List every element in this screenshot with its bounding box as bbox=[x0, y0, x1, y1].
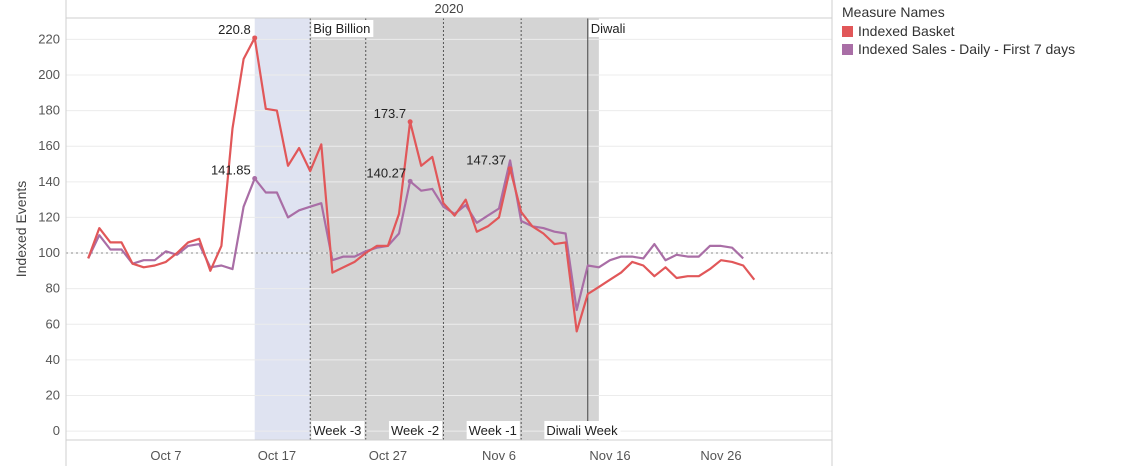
x-tick-label: Oct 17 bbox=[258, 448, 296, 463]
y-tick-label: 40 bbox=[46, 352, 60, 367]
data-point bbox=[507, 166, 513, 172]
x-tick-label: Oct 7 bbox=[150, 448, 181, 463]
y-tick-label: 140 bbox=[38, 174, 60, 189]
y-axis-label: Indexed Events bbox=[13, 181, 29, 278]
event-markers bbox=[66, 18, 832, 440]
highlight-band-1 bbox=[310, 18, 599, 440]
legend-item-basket[interactable]: Indexed Basket bbox=[842, 22, 1075, 40]
y-tick-label: 20 bbox=[46, 387, 60, 402]
y-tick-label: 160 bbox=[38, 138, 60, 153]
legend-swatch-basket bbox=[842, 25, 853, 37]
legend-title: Measure Names bbox=[842, 4, 945, 20]
week-label: Week -1 bbox=[469, 423, 517, 438]
data-label: 147.37 bbox=[466, 153, 506, 168]
x-tick-label: Nov 6 bbox=[482, 448, 516, 463]
data-point bbox=[252, 35, 258, 41]
highlight-bands bbox=[254, 18, 599, 440]
event-label: Big Billion bbox=[313, 21, 370, 36]
series-line-indexed-basket bbox=[87, 36, 756, 333]
legend-item-sales[interactable]: Indexed Sales - Daily - First 7 days bbox=[842, 40, 1075, 58]
x-tick-label: Oct 27 bbox=[369, 448, 407, 463]
y-tick-label: 60 bbox=[46, 316, 60, 331]
y-tick-label: 100 bbox=[38, 245, 60, 260]
x-tick-label: Nov 26 bbox=[700, 448, 741, 463]
gridlines bbox=[66, 38, 832, 432]
chart-header: 2020 bbox=[435, 1, 464, 16]
legend-label-basket: Indexed Basket bbox=[858, 23, 955, 39]
week-label-bg bbox=[466, 421, 520, 439]
data-label: 140.27 bbox=[366, 165, 406, 180]
annotations: Big Billion Diwali Week -3 Week -2 Week -1 Di… bbox=[211, 20, 629, 439]
week-label: Diwali Week bbox=[546, 423, 618, 438]
y-tick-label: 180 bbox=[38, 103, 60, 118]
event-label-bg bbox=[311, 20, 374, 37]
data-label: 173.7 bbox=[374, 106, 407, 121]
event-label-bg bbox=[588, 20, 629, 37]
series-line-indexed-sales bbox=[87, 159, 744, 312]
event-label: Diwali bbox=[591, 21, 626, 36]
week-label-bg bbox=[544, 421, 621, 439]
highlight-band-0 bbox=[254, 18, 311, 440]
week-label: Week -3 bbox=[313, 423, 361, 438]
week-label-bg bbox=[388, 421, 443, 439]
axes: 0 20 40 60 80 100 120 140 160 180 200 220 Oct 7 Oct 1… bbox=[38, 0, 833, 466]
week-label: Week -2 bbox=[391, 423, 439, 438]
data-point bbox=[407, 119, 413, 125]
legend: Measure Names Indexed Basket Indexed Sal… bbox=[842, 4, 1075, 58]
y-tick-label: 200 bbox=[38, 67, 60, 82]
y-tick-label: 80 bbox=[46, 281, 60, 296]
legend-label-sales: Indexed Sales - Daily - First 7 days bbox=[858, 41, 1076, 57]
week-label-bg bbox=[311, 421, 365, 439]
data-point bbox=[252, 176, 258, 182]
data-label: 141.85 bbox=[211, 163, 251, 178]
y-tick-label: 120 bbox=[38, 209, 60, 224]
y-tick-label: 220 bbox=[38, 31, 60, 46]
legend-swatch-sales bbox=[842, 43, 853, 55]
data-label: 220.8 bbox=[218, 22, 251, 37]
series-lines bbox=[87, 36, 756, 333]
x-tick-label: Nov 16 bbox=[589, 448, 630, 463]
data-point bbox=[407, 178, 413, 184]
y-tick-label: 0 bbox=[53, 423, 60, 438]
